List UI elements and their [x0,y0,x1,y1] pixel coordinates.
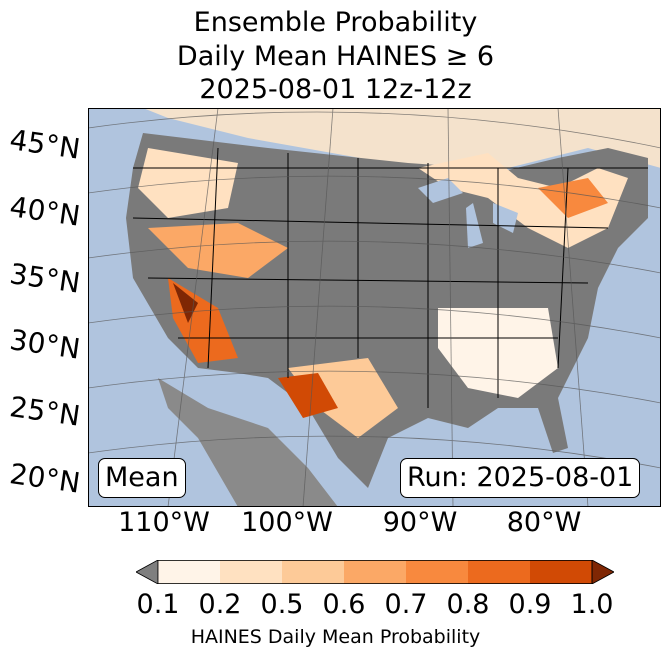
cbar-tick-0.9: 0.9 [508,589,552,620]
lon-label-80: 80°W [506,507,582,538]
run-date-box: Run: 2025-08-01 [400,458,641,498]
lat-label-35: 35°N [7,257,83,300]
lat-label-40: 40°N [7,190,83,233]
colorbar-bin-6 [468,560,530,584]
colorbar-bin-1 [158,560,220,584]
colorbar-under-arrow [136,560,159,584]
prob-patch-ne [538,178,608,218]
cbar-tick-0.2: 0.2 [198,589,242,620]
lake-superior [418,178,463,203]
lat-label-30: 30°N [7,323,83,366]
canada-land [143,108,661,168]
colorbar-label: HAINES Daily Mean Probability [190,626,481,648]
colorbar-over-arrow [591,560,614,584]
prob-patch-northwest [138,148,238,218]
map-svg [87,107,662,508]
colorbar-bin-3 [282,560,344,584]
colorbar-bin-7 [530,560,592,584]
mexico-land [158,378,338,507]
title-line-2: Daily Mean HAINES ≥ 6 [176,41,495,72]
colorbar-bin-4 [344,560,406,584]
graticule [87,107,662,508]
cbar-tick-1.0: 1.0 [570,589,614,620]
lat-label-25: 25°N [7,390,83,433]
cbar-tick-0.1: 0.1 [136,589,180,620]
cbar-tick-0.6: 0.6 [322,589,366,620]
title-line-1: Ensemble Probability [193,7,478,38]
state-borders [132,147,648,408]
mean-label-box: Mean [98,458,186,498]
lat-label-20: 20°N [7,457,83,500]
lon-label-110: 110°W [118,507,210,538]
prob-patch-texas-high [278,373,338,418]
cbar-tick-0.7: 0.7 [384,589,428,620]
lon-label-90: 90°W [382,507,458,538]
lon-label-100: 100°W [241,507,333,538]
colorbar [136,560,614,584]
map-frame [88,108,661,507]
lat-label-45: 45°N [7,123,83,166]
prob-patch-west [148,223,288,278]
cbar-tick-0.5: 0.5 [260,589,304,620]
colorbar-bin-2 [220,560,282,584]
colorbar-bin-5 [406,560,468,584]
us-land [126,133,648,488]
prob-patch-north [418,153,628,248]
cbar-tick-0.8: 0.8 [446,589,490,620]
probability-map [87,107,662,508]
prob-patch-southwest-max [173,283,198,323]
colorbar-frame [157,560,593,584]
title-line-3: 2025-08-01 12z-12z [199,74,472,105]
